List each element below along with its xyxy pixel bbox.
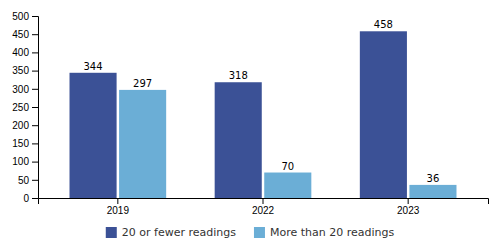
- x-axis: 2019 2022 2023: [39, 198, 489, 216]
- y-tick-mark: [32, 180, 38, 181]
- y-tick-mark: [32, 143, 38, 144]
- x-tick: 2019: [107, 198, 130, 216]
- y-tick-mark: [32, 198, 38, 199]
- x-axis-line: [39, 199, 489, 205]
- y-tick-mark: [32, 34, 38, 35]
- data-label: 458: [374, 19, 393, 30]
- y-tick-label: 200: [12, 120, 29, 131]
- x-tick-label: 2019: [107, 205, 130, 216]
- data-label: 297: [133, 78, 152, 89]
- x-tick-mark: [263, 198, 264, 204]
- bar: [70, 73, 117, 198]
- y-tick-label: 150: [12, 138, 29, 149]
- y-tick-label: 100: [12, 156, 29, 167]
- y-tick-label: 0: [23, 193, 29, 204]
- y-tick-mark: [32, 162, 38, 163]
- y-axis: 0 50 100 150 200 250 300 350 400 450 500: [12, 11, 38, 204]
- data-label: 70: [281, 161, 294, 172]
- y-tick-label: 350: [12, 65, 29, 76]
- bar: [360, 31, 407, 198]
- y-tick-mark: [32, 16, 38, 17]
- x-tick: 2022: [252, 198, 275, 216]
- y-tick: 150: [12, 138, 38, 149]
- y-tick-label: 250: [12, 102, 29, 113]
- y-tick-mark: [32, 89, 38, 90]
- legend-swatch: [254, 227, 265, 238]
- plot: 0501001502002503003504004505002019202220…: [12, 11, 488, 216]
- bar: [215, 82, 262, 198]
- y-tick-label: 400: [12, 47, 29, 58]
- y-tick-label: 450: [12, 29, 29, 40]
- y-tick: 50: [18, 175, 38, 186]
- x-tick-label: 2023: [397, 205, 420, 216]
- legend-label: More than 20 readings: [270, 226, 395, 239]
- y-axis-line: [32, 17, 39, 199]
- y-tick: 400: [12, 47, 38, 58]
- y-tick-mark: [32, 125, 38, 126]
- legend-swatch: [106, 227, 117, 238]
- y-tick-mark: [32, 71, 38, 72]
- y-tick: 0: [23, 193, 38, 204]
- bar: [409, 185, 456, 198]
- y-tick: 300: [12, 84, 38, 95]
- bar: [119, 90, 166, 198]
- y-tick-label: 300: [12, 84, 29, 95]
- data-label: 344: [84, 61, 103, 72]
- y-tick-label: 500: [12, 11, 29, 22]
- y-tick: 450: [12, 29, 38, 40]
- bar: [264, 173, 311, 198]
- legend-item: 20 or fewer readings: [106, 226, 236, 239]
- x-tick-label: 2022: [252, 205, 275, 216]
- legend-label: 20 or fewer readings: [122, 226, 236, 239]
- y-tick: 250: [12, 102, 38, 113]
- data-label: 318: [229, 70, 248, 81]
- bars: [70, 31, 457, 198]
- data-labels: 344 318 458 297 70 36: [84, 19, 440, 184]
- y-tick: 500: [12, 11, 38, 22]
- y-tick-mark: [32, 52, 38, 53]
- data-label: 36: [427, 173, 440, 184]
- chart: 0501001502002503003504004505002019202220…: [0, 0, 500, 246]
- legend: 20 or fewer readings More than 20 reading…: [106, 226, 395, 239]
- y-tick-mark: [32, 107, 38, 108]
- x-tick-mark: [408, 198, 409, 204]
- x-tick: 2023: [397, 198, 420, 216]
- legend-item: More than 20 readings: [254, 226, 395, 239]
- y-tick-label: 50: [18, 175, 30, 186]
- y-tick: 100: [12, 156, 38, 167]
- y-tick: 200: [12, 120, 38, 131]
- x-tick-mark: [117, 198, 118, 204]
- y-tick: 350: [12, 65, 38, 76]
